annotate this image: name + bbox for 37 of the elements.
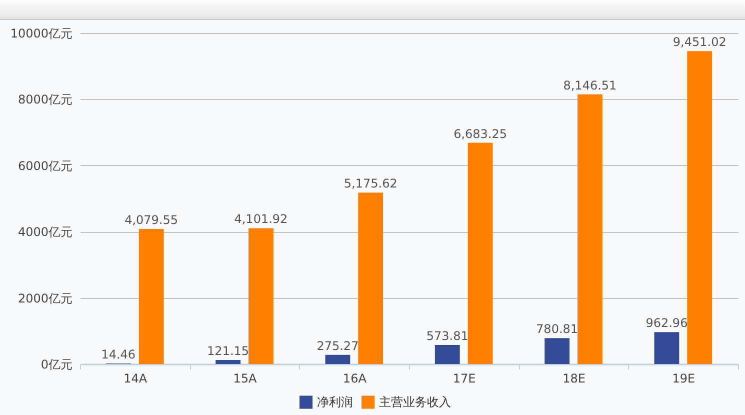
- legend-label: 主营业务收入: [379, 395, 451, 410]
- data-label: 9,451.02: [672, 35, 726, 50]
- legend-label: 净利润: [317, 395, 353, 410]
- bar: [654, 332, 680, 364]
- bar: [577, 94, 602, 364]
- y-tick-label: 2000亿元: [18, 291, 72, 306]
- y-tick-label: 0亿元: [40, 358, 72, 372]
- bar: [468, 142, 493, 364]
- bar: [216, 360, 241, 364]
- data-label: 5,175.62: [344, 176, 398, 191]
- x-tick-label: 15A: [233, 372, 258, 386]
- bar: [138, 228, 164, 364]
- bar: [687, 51, 712, 364]
- y-tick-label: 6000亿元: [18, 158, 72, 173]
- y-tick-label: 10000亿元: [10, 26, 72, 40]
- y-tick-label: 4000亿元: [18, 225, 72, 240]
- bar: [434, 345, 460, 364]
- bar: [358, 192, 384, 364]
- bar: [248, 228, 274, 364]
- x-tick-label: 16A: [342, 372, 368, 386]
- bar: [325, 354, 350, 364]
- data-label: 6,683.25: [454, 126, 507, 141]
- data-label: 8,146.51: [563, 78, 617, 92]
- x-tick-label: 19E: [672, 372, 696, 386]
- y-tick-label: 8000亿元: [18, 92, 72, 107]
- data-label: 275.27: [316, 338, 359, 353]
- x-tick-label: 18E: [562, 372, 586, 386]
- x-tick-label: 14A: [124, 372, 148, 386]
- data-label: 4,101.92: [234, 212, 288, 226]
- x-tick-label: 17E: [452, 372, 476, 386]
- data-label: 121.15: [207, 344, 250, 358]
- data-label: 14.46: [101, 348, 136, 362]
- data-label: 573.81: [426, 329, 468, 344]
- data-label: 4,079.55: [124, 212, 178, 227]
- data-label: 962.96: [646, 316, 688, 330]
- bar: [544, 338, 570, 364]
- data-label: 780.81: [536, 322, 578, 336]
